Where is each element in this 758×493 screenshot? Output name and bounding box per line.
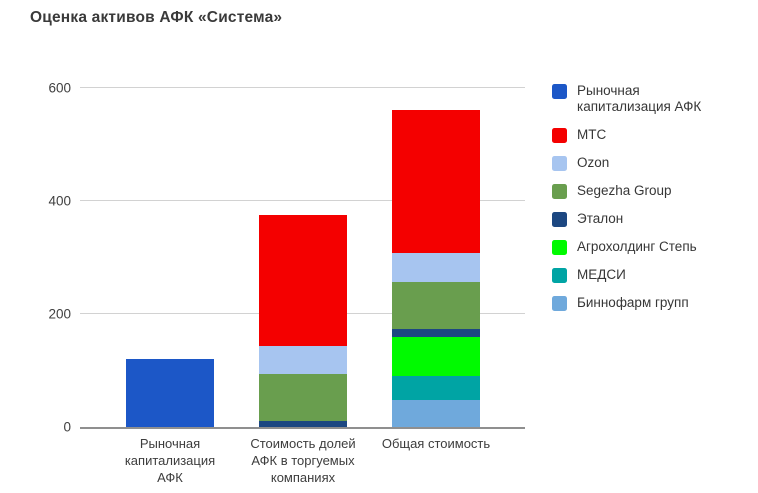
legend-item: МЕДСИ: [552, 267, 727, 283]
legend-label: Рыночная капитализация АФК: [577, 83, 702, 114]
legend-swatch-icon: [552, 184, 567, 199]
legend-swatch-icon: [552, 296, 567, 311]
bar-segment: [392, 375, 480, 401]
legend-label: Segezha Group: [577, 183, 672, 198]
y-axis-tick-label: 0: [63, 419, 71, 435]
legend-label: Биннофарм групп: [577, 295, 689, 310]
bar-segment: [392, 110, 480, 253]
legend-swatch-icon: [552, 128, 567, 143]
bar-segment: [259, 421, 347, 427]
bar-segment: [392, 281, 480, 329]
legend-label: Эталон: [577, 211, 624, 226]
plot-area: 0 200 400 600 Рыночная капитализация АФК Стои…: [48, 81, 525, 485]
legend-item: Рыночная капитализация АФК: [552, 83, 727, 115]
bar-segment: [392, 328, 480, 338]
y-axis-tick-label: 400: [48, 193, 71, 209]
bar-segment: [392, 400, 480, 427]
bar-segment: [259, 345, 347, 374]
y-axis-tick-label: 600: [48, 80, 71, 96]
x-axis-tick-label: Рыночная капитализация АФК: [124, 436, 216, 485]
legend-item: Эталон: [552, 211, 727, 227]
bar-segment: [392, 252, 480, 282]
chart-title: Оценка активов АФК «Система»: [30, 9, 283, 26]
x-axis-tick-label: Стоимость долей АФК в торгуемых компания…: [250, 436, 356, 485]
bar-segment: [259, 214, 347, 346]
y-axis-tick-label: 200: [48, 306, 71, 322]
bar-segment: [259, 373, 347, 422]
legend-swatch-icon: [552, 212, 567, 227]
grid-line: [80, 87, 525, 88]
legend-item: Ozon: [552, 155, 727, 171]
legend: Рыночная капитализация АФК МТС Ozon Segezha…: [552, 83, 727, 311]
legend-item: Агрохолдинг Степь: [552, 239, 727, 255]
legend-item: МТС: [552, 127, 727, 143]
legend-item: Биннофарм групп: [552, 295, 727, 311]
grid-line: [80, 200, 525, 201]
legend-label: Агрохолдинг Степь: [577, 239, 697, 254]
x-axis-tick-label: Общая стоимость: [381, 436, 491, 451]
bar-segment: [126, 359, 214, 427]
legend-label: МТС: [577, 127, 607, 142]
legend-swatch-icon: [552, 240, 567, 255]
legend-swatch-icon: [552, 84, 567, 99]
legend-swatch-icon: [552, 268, 567, 283]
legend-swatch-icon: [552, 156, 567, 171]
legend-item: Segezha Group: [552, 183, 727, 199]
legend-label: Ozon: [577, 155, 610, 170]
bar-segment: [392, 337, 480, 376]
legend-label: МЕДСИ: [577, 267, 626, 282]
